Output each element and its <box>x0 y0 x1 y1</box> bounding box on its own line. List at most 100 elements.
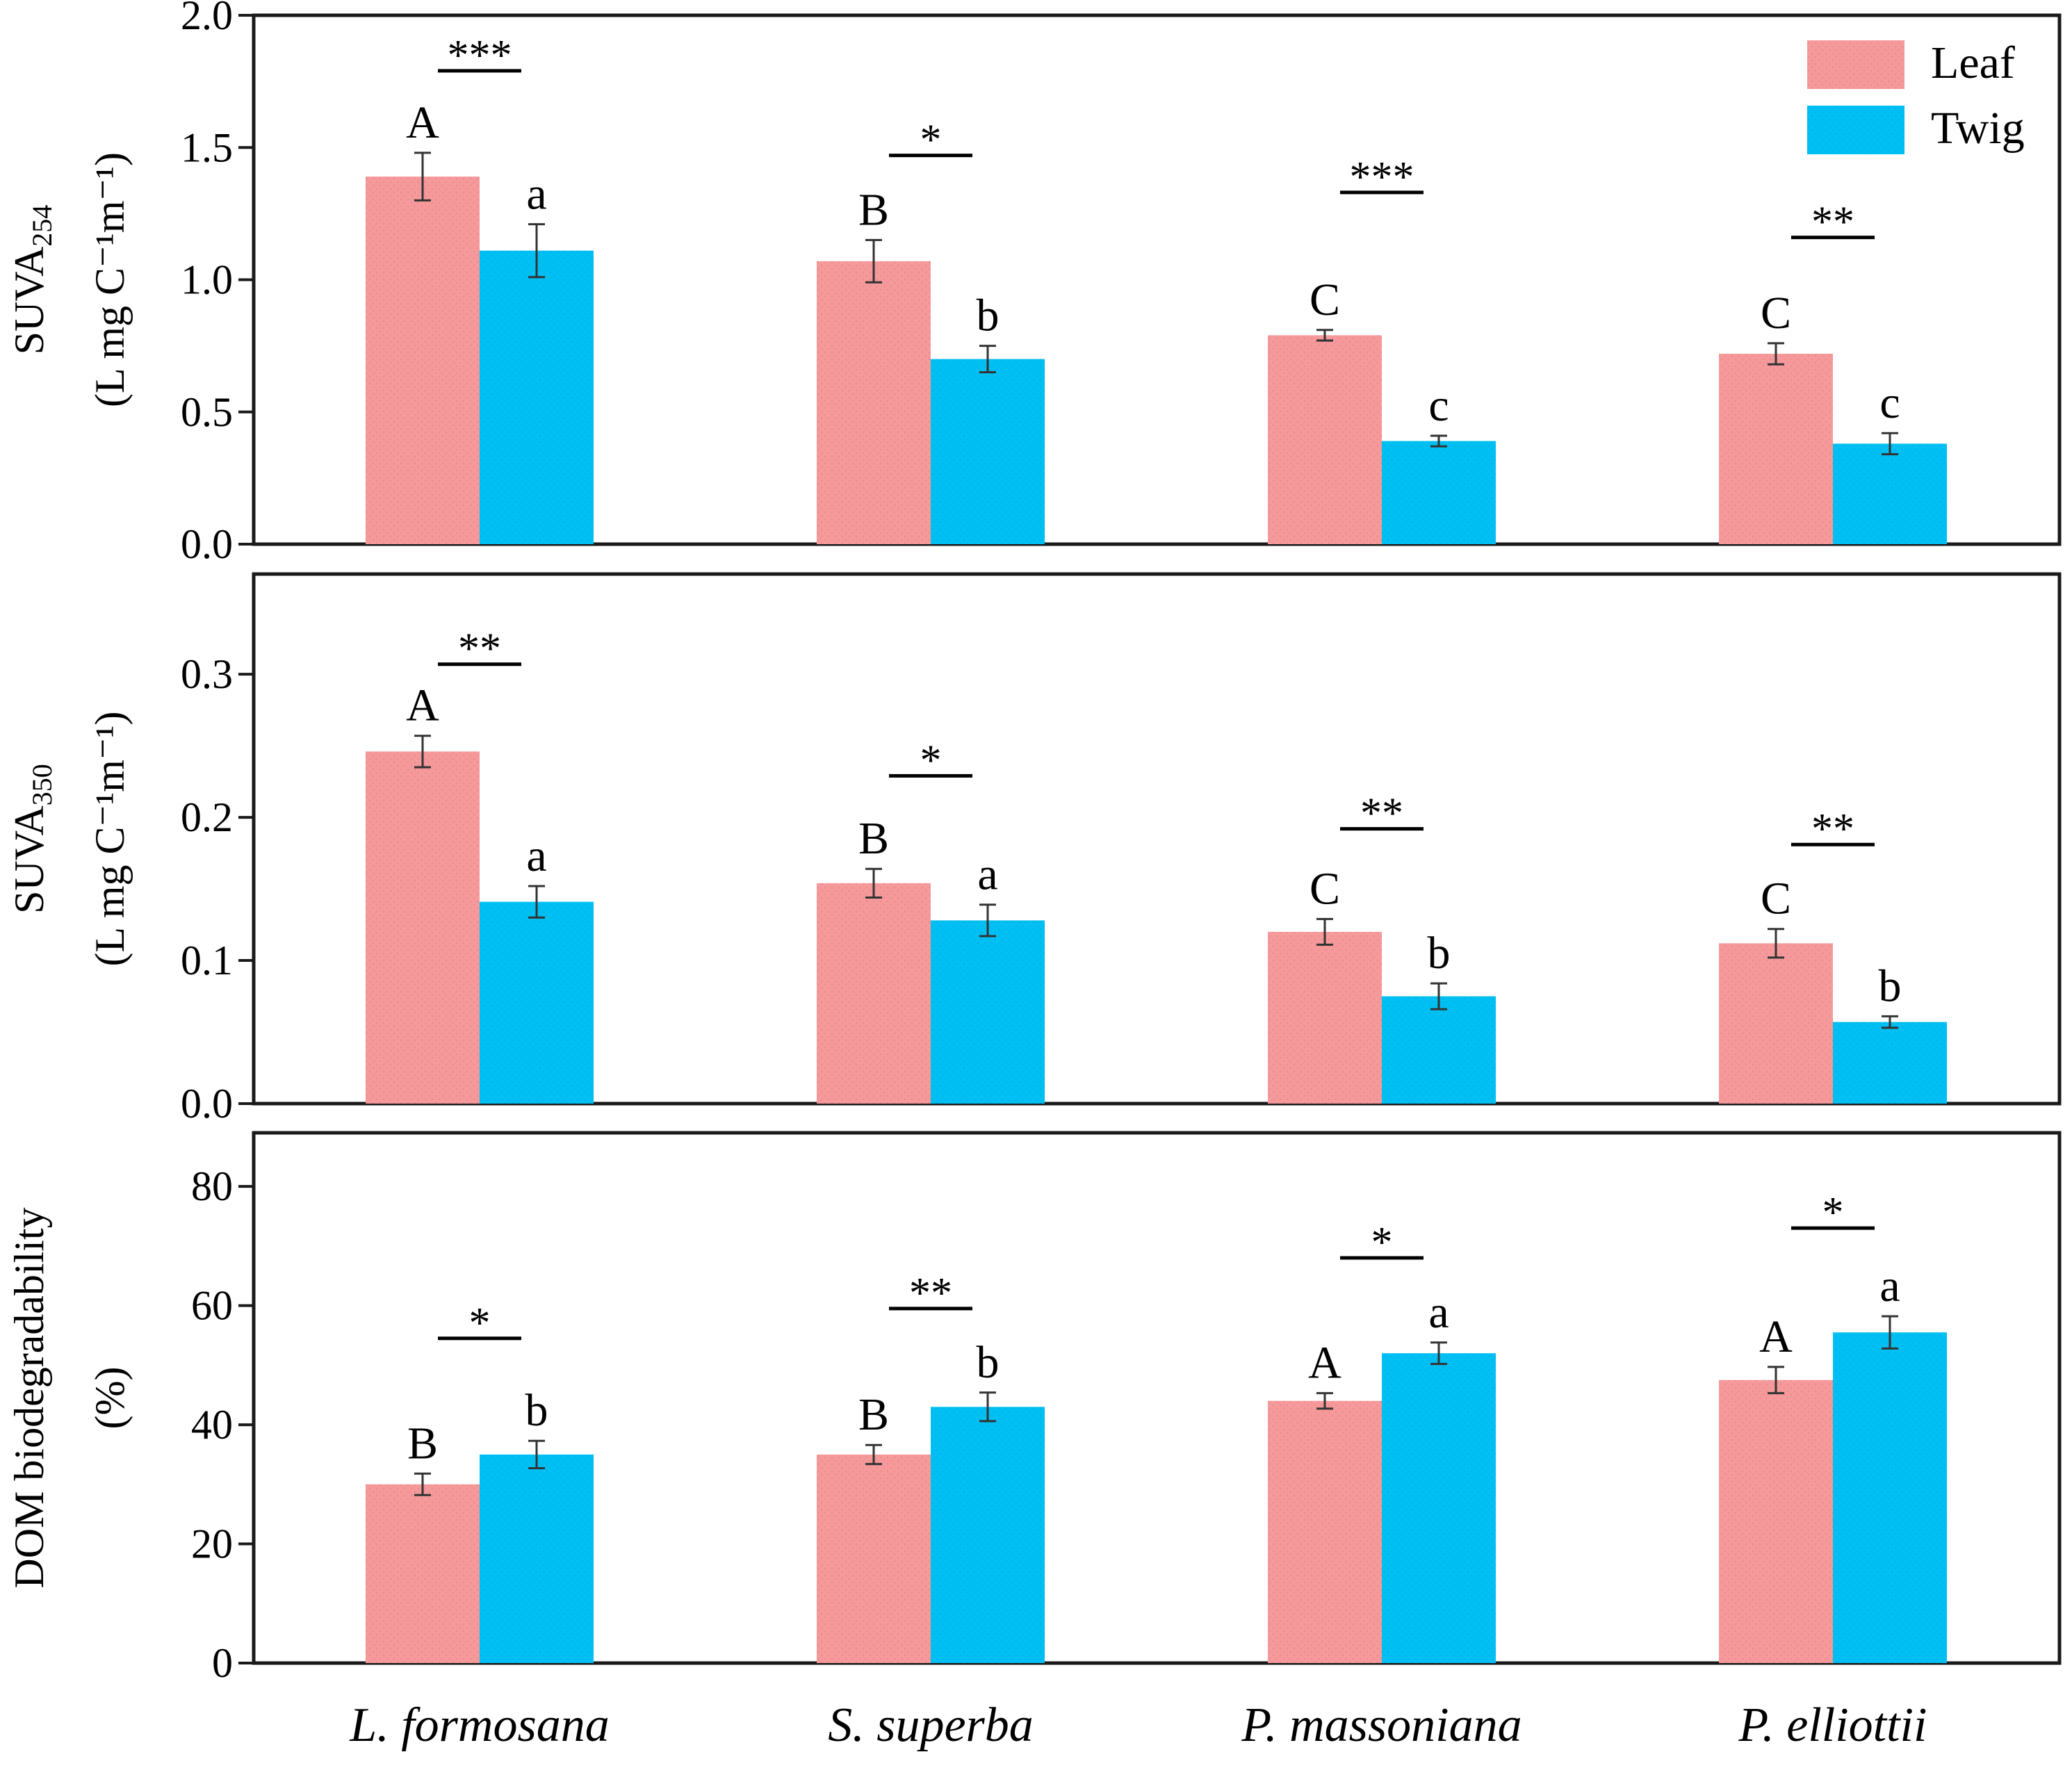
error-bar <box>528 885 545 919</box>
y-axis-title-subscript: 254 <box>26 205 58 247</box>
group-letter: B <box>407 1418 438 1468</box>
y-tick-label: 1.5 <box>181 124 233 170</box>
y-axis-title: DOM biodegradability <box>6 1207 52 1588</box>
error-bar <box>528 1439 545 1470</box>
bar-leaf <box>817 261 931 544</box>
significance-stars: * <box>469 1300 491 1347</box>
panel-suva350: 0.0 0.1 0.2 0.3 SUVA350 (L mg C⁻¹m⁻¹) A B C Ca a b b… <box>6 572 2062 1127</box>
error-bar <box>979 345 996 374</box>
panel-biodeg: 0 20 40 60 80 DOM biodegradability (%) B B A Ab b a a… <box>6 1131 2062 1686</box>
error-bar <box>414 152 431 202</box>
y-tick-label: 80 <box>191 1163 233 1209</box>
legend-label-leaf: Leaf <box>1931 38 2015 88</box>
group-letter: A <box>406 97 439 148</box>
group-letter: a <box>526 830 546 881</box>
bar-twig <box>1833 1022 1947 1104</box>
bar-leaf <box>817 1454 931 1663</box>
group-letter: A <box>1308 1338 1341 1389</box>
group-letter: C <box>1761 288 1791 338</box>
bar-twig <box>1833 1332 1947 1663</box>
panel-frame <box>252 1131 2062 1665</box>
error-bar <box>865 238 882 284</box>
group-letter: b <box>1879 960 1902 1011</box>
y-tick-label: 0 <box>212 1640 233 1686</box>
error-bar <box>1316 1392 1333 1410</box>
error-bar <box>1768 928 1784 959</box>
error-bar <box>1768 1366 1784 1395</box>
error-bar <box>1768 342 1784 366</box>
y-tick-label: 0.0 <box>181 521 233 567</box>
error-bar <box>1882 1015 1898 1029</box>
significance-stars: ** <box>1811 805 1854 853</box>
category-axis-labels: L. formosana S. superba P. massoniana P. el… <box>349 1699 1927 1752</box>
group-letter: B <box>858 1389 889 1440</box>
bar-leaf <box>1719 1380 1833 1663</box>
error-bar <box>865 1443 882 1466</box>
y-axis-title: SUVA350 <box>6 764 58 914</box>
error-bar <box>1430 434 1447 448</box>
bar-twig <box>1382 1353 1496 1663</box>
y-axis-units: (L mg C⁻¹m⁻¹) <box>87 711 133 966</box>
y-tick-label: 2.0 <box>181 0 233 38</box>
bar-leaf <box>366 1484 480 1663</box>
bar-leaf <box>1268 335 1382 544</box>
significance-stars: *** <box>1350 154 1414 201</box>
bar-twig <box>1382 441 1496 544</box>
significance-stars: ** <box>458 625 501 673</box>
significance-stars: * <box>920 737 942 784</box>
group-letter: a <box>526 169 546 220</box>
y-tick-label: 0.3 <box>181 651 233 697</box>
group-letter: C <box>1761 874 1791 924</box>
bar-leaf <box>1268 931 1382 1104</box>
group-letter: b <box>1428 928 1451 979</box>
y-axis-title-main: SUVA <box>6 247 52 355</box>
y-tick-label: 0.5 <box>181 389 233 435</box>
y-axis-title: SUVA254 <box>6 205 58 355</box>
significance-stars: * <box>1371 1219 1393 1266</box>
y-tick-label: 0.2 <box>181 794 233 840</box>
group-letter: c <box>1879 377 1900 428</box>
significance-stars: * <box>1822 1189 1844 1236</box>
legend-swatch-twig <box>1807 106 1904 154</box>
significance-stars: * <box>920 117 942 164</box>
group-letter: b <box>977 290 1000 341</box>
bar-twig <box>1833 443 1947 544</box>
bar-leaf <box>1719 943 1833 1104</box>
y-axis-units: (L mg C⁻¹m⁻¹) <box>87 152 133 407</box>
y-tick-label: 20 <box>191 1521 233 1567</box>
y-axis-title-main: DOM biodegradability <box>6 1207 52 1588</box>
error-bar <box>1316 329 1333 342</box>
bar-leaf <box>817 883 931 1104</box>
panel-frame <box>252 572 2062 1106</box>
y-tick-label: 0.0 <box>181 1081 233 1127</box>
bar-twig <box>480 250 594 544</box>
group-letter: A <box>406 680 439 731</box>
significance-stars: ** <box>1811 199 1854 246</box>
error-bar <box>1430 1341 1447 1366</box>
bar-twig <box>1382 996 1496 1104</box>
group-letter: B <box>858 184 889 235</box>
bar-twig <box>931 920 1045 1104</box>
group-letter: b <box>525 1385 548 1436</box>
error-bar <box>1430 982 1447 1010</box>
category-label: L. formosana <box>349 1699 609 1752</box>
significance-stars: *** <box>448 32 512 79</box>
panel-suva254: 0.0 0.5 1.0 1.5 2.0 SUVA254 (L mg C⁻¹m⁻¹) A B C Ca… <box>6 0 2062 567</box>
y-tick-label: 60 <box>191 1283 233 1329</box>
y-axis-title-main: SUVA <box>6 805 52 914</box>
bar-leaf <box>366 751 480 1104</box>
error-bar <box>1882 1315 1898 1350</box>
group-letter: C <box>1310 863 1340 914</box>
group-letter: a <box>1879 1261 1900 1311</box>
bar-twig <box>931 1407 1045 1663</box>
bar-leaf <box>366 177 480 545</box>
legend-swatch-leaf <box>1807 40 1904 89</box>
legend-label-twig: Twig <box>1931 103 2025 154</box>
group-letter: a <box>977 849 997 900</box>
significance-stars: ** <box>1360 790 1403 837</box>
bar-twig <box>480 901 594 1104</box>
error-bar <box>528 223 545 279</box>
y-tick-label: 40 <box>191 1402 233 1448</box>
group-letter: a <box>1428 1287 1449 1338</box>
